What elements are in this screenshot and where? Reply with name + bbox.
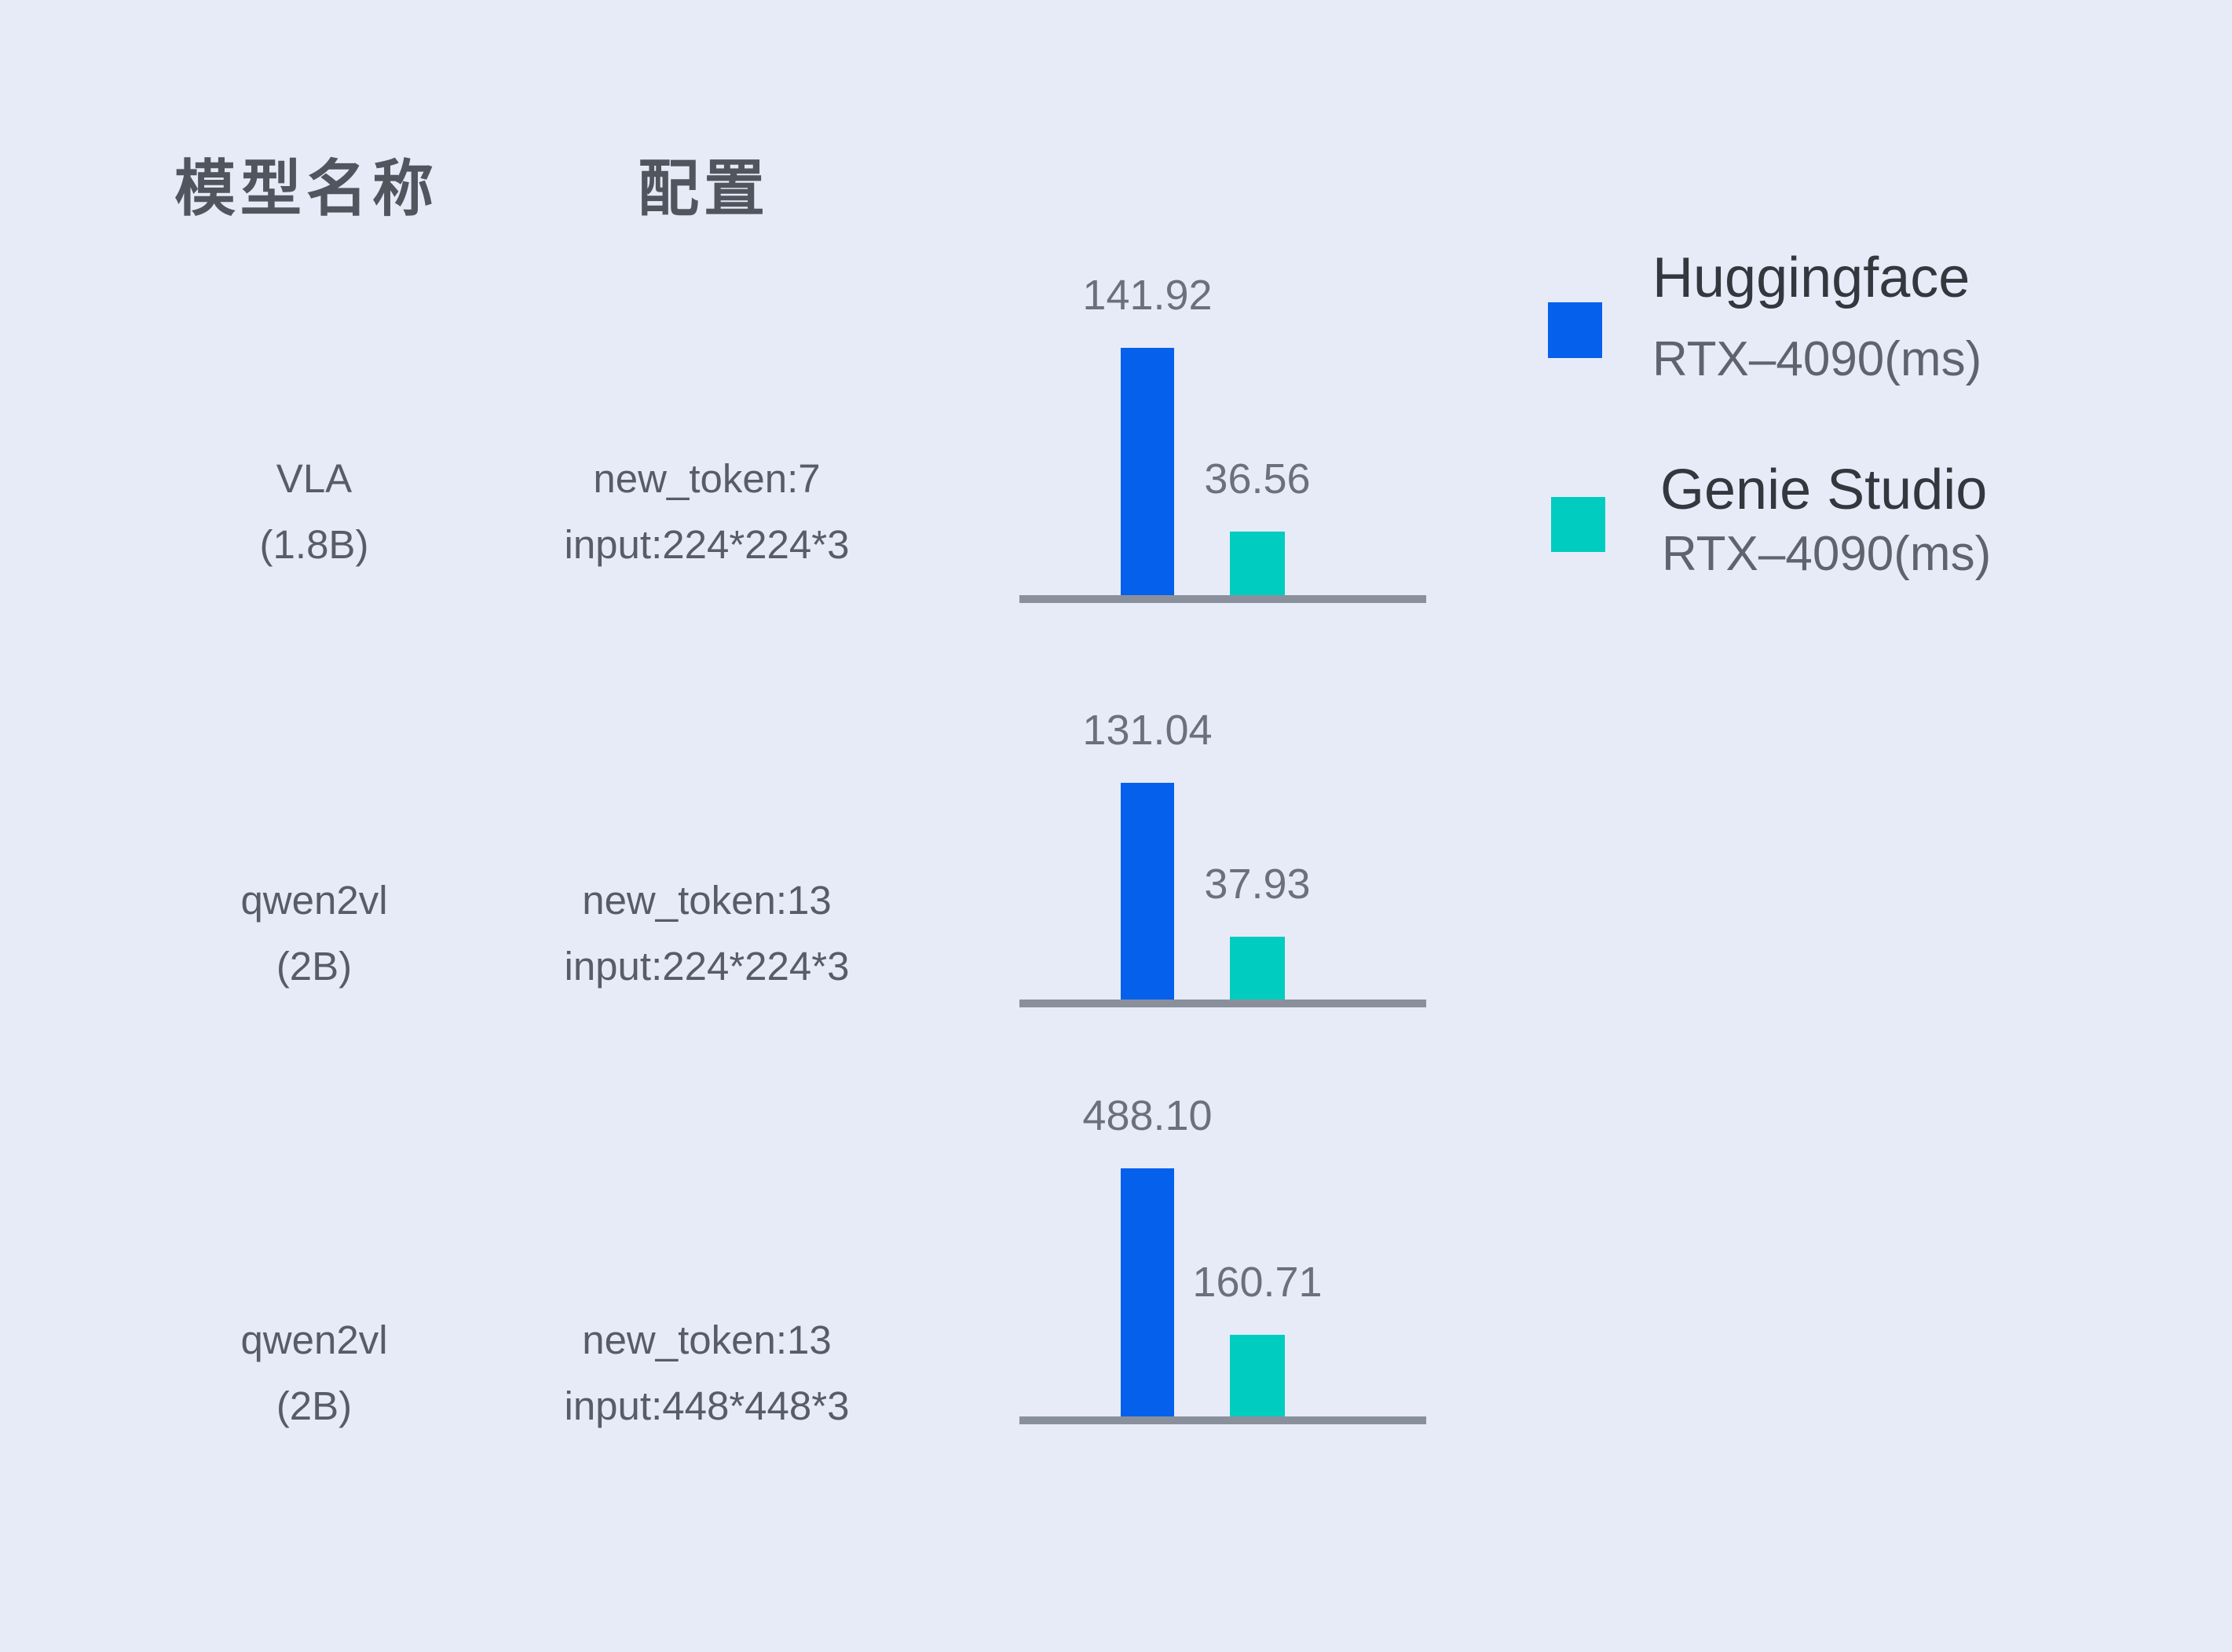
legend-swatch-genie-studio — [1551, 497, 1605, 552]
config-cell: new_token:13 input:448*448*3 — [487, 1307, 927, 1439]
bar-genie-studio — [1230, 1335, 1285, 1416]
axis-baseline — [1019, 1416, 1426, 1424]
model-name-line2: (2B) — [276, 1383, 353, 1428]
legend-device-genie-studio: RTX–4090(ms) — [1662, 527, 1992, 581]
bar-huggingface — [1121, 783, 1174, 1000]
config-line2: input:224*224*3 — [564, 522, 850, 567]
config-cell: new_token:13 input:224*224*3 — [487, 868, 927, 1000]
genie-studio-value-label: 160.71 — [1192, 1259, 1323, 1306]
bar-chart-row: 141.92 36.56 — [1019, 265, 1426, 603]
config-line2: input:448*448*3 — [564, 1383, 850, 1428]
config-line2: input:224*224*3 — [564, 944, 850, 989]
config-line1: new_token:13 — [582, 1318, 832, 1362]
huggingface-value-label: 488.10 — [1082, 1092, 1213, 1139]
model-name-line1: VLA — [276, 456, 353, 501]
model-name-cell: qwen2vl (2B) — [134, 1307, 495, 1439]
bar-huggingface — [1121, 1168, 1174, 1416]
legend-label-huggingface: Huggingface — [1652, 247, 1970, 309]
genie-studio-value-label: 37.93 — [1204, 861, 1311, 908]
huggingface-value-label: 131.04 — [1082, 707, 1213, 754]
bar-chart-row: 131.04 37.93 — [1019, 670, 1426, 1007]
genie-studio-value-label: 36.56 — [1204, 455, 1311, 503]
bar-genie-studio — [1230, 532, 1285, 595]
config-line1: new_token:13 — [582, 878, 832, 923]
config-cell: new_token:7 input:224*224*3 — [487, 446, 927, 578]
config-line1: new_token:7 — [593, 456, 821, 501]
legend-device-huggingface: RTX–4090(ms) — [1652, 332, 1982, 386]
legend-swatch-huggingface — [1548, 302, 1602, 358]
model-name-cell: qwen2vl (2B) — [134, 868, 495, 1000]
bar-genie-studio — [1230, 937, 1285, 1000]
legend-label-genie-studio: Genie Studio — [1660, 459, 1988, 521]
model-name-cell: VLA (1.8B) — [134, 446, 495, 578]
axis-baseline — [1019, 595, 1426, 603]
model-name-line1: qwen2vl — [240, 1318, 388, 1362]
huggingface-value-label: 141.92 — [1082, 272, 1213, 319]
axis-baseline — [1019, 1000, 1426, 1007]
bar-chart-row: 488.10 160.71 — [1019, 1087, 1426, 1424]
bar-huggingface — [1121, 348, 1174, 595]
column-header-model: 模型名称 — [174, 154, 439, 223]
model-name-line2: (2B) — [276, 944, 353, 989]
model-name-line2: (1.8B) — [259, 522, 369, 567]
column-header-config: 配置 — [638, 154, 770, 223]
model-name-line1: qwen2vl — [240, 878, 388, 923]
